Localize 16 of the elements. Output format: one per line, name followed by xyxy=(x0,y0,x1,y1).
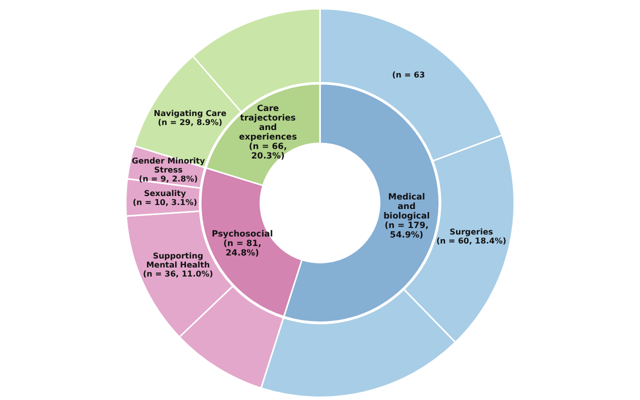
data-label: (n = 179, 54.9%) xyxy=(384,221,429,241)
slice-label: Care trajectories and experiences xyxy=(238,104,297,142)
data-label: (n = 66, 20.3%) xyxy=(248,142,287,162)
slice-label: Gender Minority Stress xyxy=(132,156,206,174)
slice-label: Supporting Mental Health xyxy=(146,252,210,270)
data-label: (n = 63 xyxy=(392,70,425,80)
data-label: (n = 36, 11.0%) xyxy=(143,270,213,279)
slice-label: Navigating Care xyxy=(154,108,227,118)
data-label: (n = 29, 8.9%) xyxy=(158,118,222,127)
slice-label: Sexuality xyxy=(144,189,187,198)
data-label: (n = 60, 18.4%) xyxy=(436,236,506,246)
slice-label: Surgeries xyxy=(450,228,494,237)
data-label: (n = 9, 2.8%) xyxy=(138,174,198,184)
data-label: (n = 81, 24.8%) xyxy=(223,238,262,258)
data-label: (n = 10, 3.1%) xyxy=(132,198,198,208)
slice-label: Medical and biological xyxy=(383,192,430,222)
